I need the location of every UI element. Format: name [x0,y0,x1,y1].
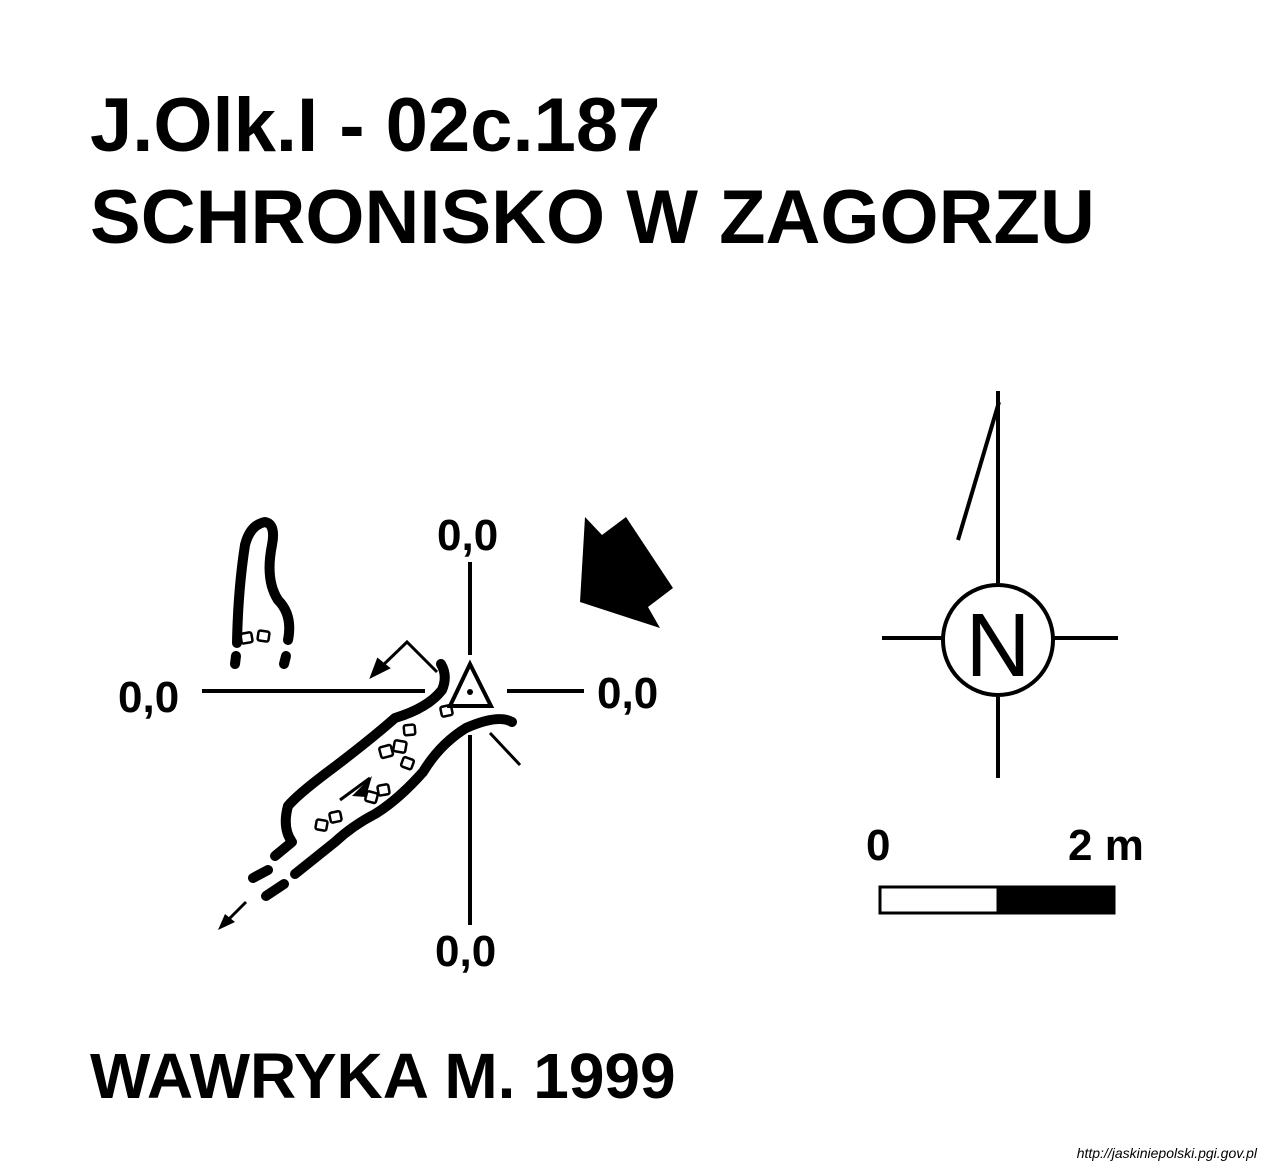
source-url[interactable]: http://jaskiniepolski.pgi.gov.pl [1076,1145,1257,1161]
side-passage-walls [230,517,295,669]
coordinate-label-left: 0,0 [118,673,180,722]
survey-station-marker [446,659,495,708]
coordinate-label-right: 0,0 [597,669,659,718]
cave-name-title: SCHRONISKO W ZAGORZU [90,175,1095,260]
coordinate-label-bottom: 0,0 [435,927,497,976]
rubble-symbols [239,629,454,832]
passage-continues-arrow [218,900,248,930]
north-arrow [882,391,1118,778]
scale-start-label: 0 [866,821,891,870]
crosshair [202,562,584,925]
inclination-arrow [339,776,372,802]
cave-id-title: J.Olk.I - 02c.187 [90,83,661,168]
north-label: N [966,596,1031,696]
entrance-arrow [580,517,673,628]
scale-end-label: 2 m [1068,821,1144,870]
author-credit: WAWRYKA M. 1999 [90,1040,676,1112]
cross-section-marker [369,639,522,767]
coordinate-label-top: 0,0 [437,511,499,560]
cave-passage-walls [248,659,517,901]
scale-bar [878,885,1116,915]
